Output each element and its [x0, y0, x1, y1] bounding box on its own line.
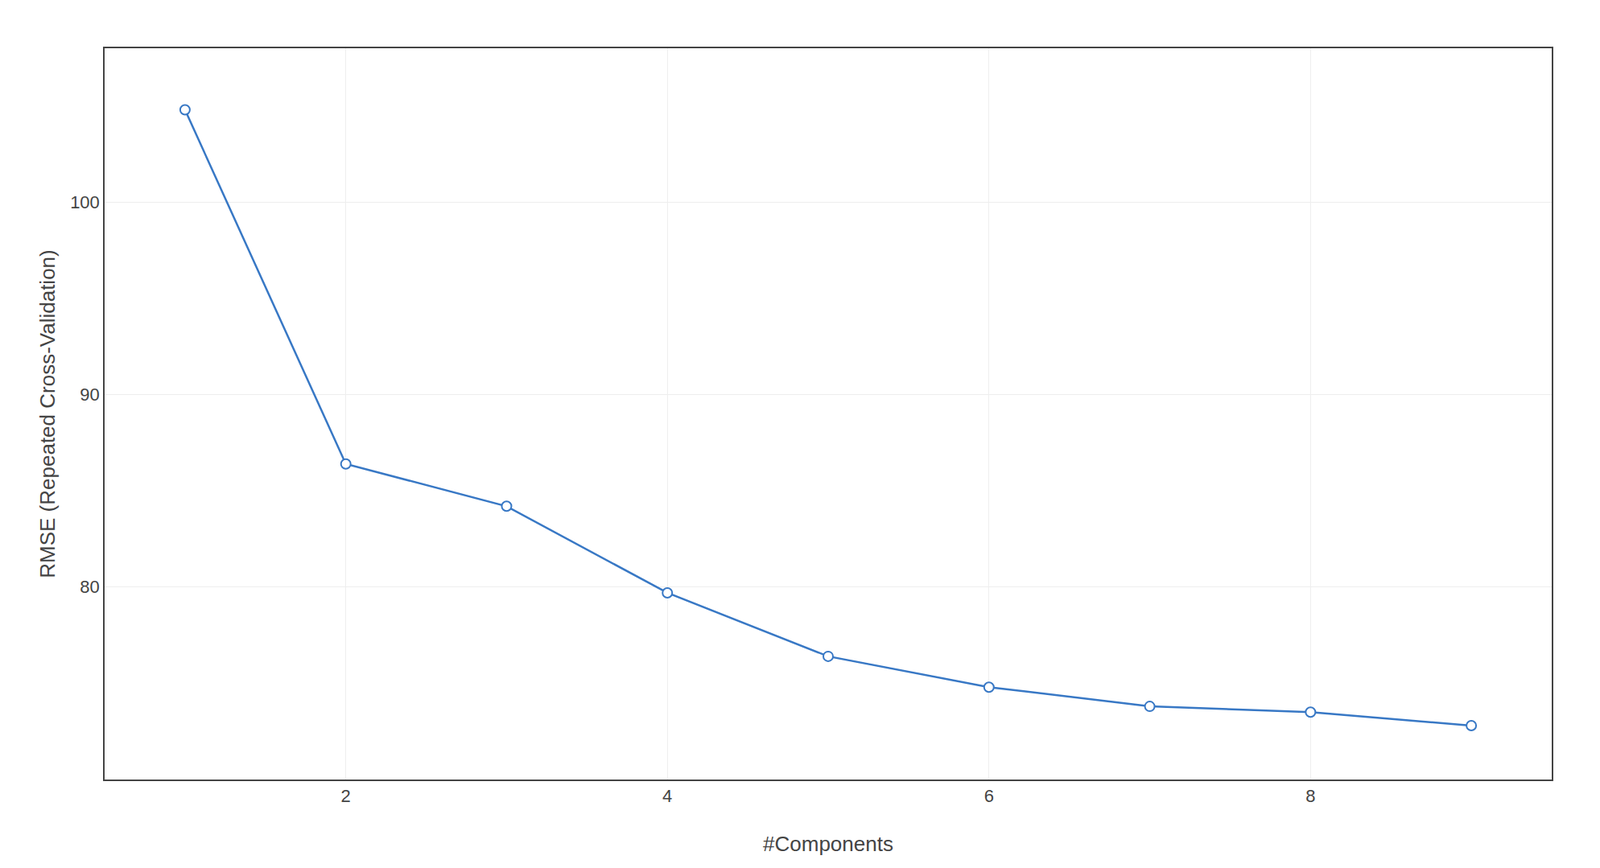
svg-text:2: 2	[341, 786, 351, 807]
svg-text:6: 6	[984, 786, 994, 807]
svg-text:4: 4	[662, 786, 673, 807]
svg-text:90: 90	[79, 384, 99, 405]
svg-text:80: 80	[79, 577, 99, 598]
svg-text:#Components: #Components	[762, 832, 894, 857]
svg-text:8: 8	[1305, 786, 1316, 807]
svg-text:100: 100	[70, 192, 100, 213]
svg-text:RMSE (Repeated Cross-Validatio: RMSE (Repeated Cross-Validation)	[35, 249, 60, 578]
